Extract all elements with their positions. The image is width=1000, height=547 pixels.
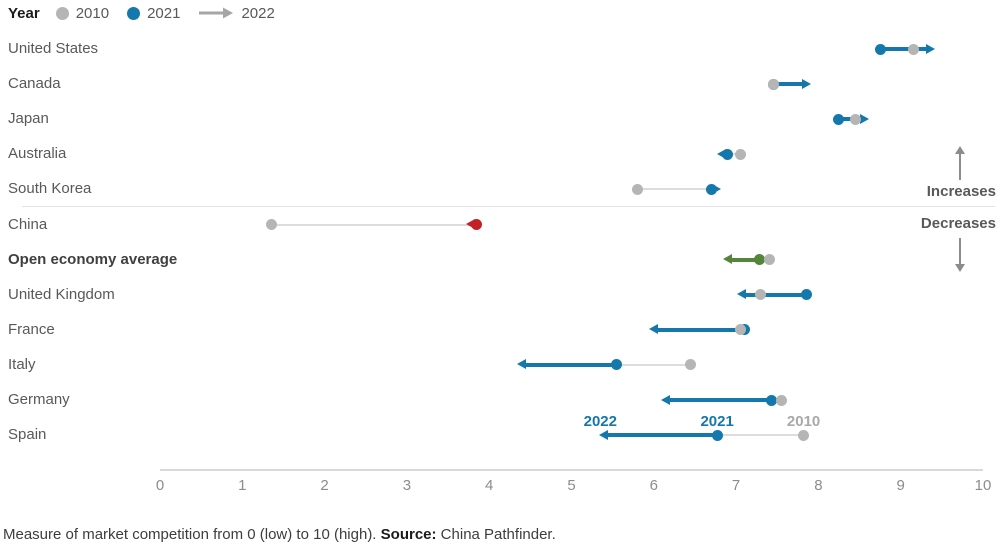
blue-dot-icon xyxy=(127,6,141,20)
up-arrowhead-icon xyxy=(955,146,965,154)
connector-2010-2021 xyxy=(616,363,691,366)
footer-source-label: Source: xyxy=(380,526,437,543)
left-arrowhead-icon xyxy=(465,219,475,229)
row-label: Spain xyxy=(8,426,47,444)
x-tick-label: 7 xyxy=(731,477,741,494)
change-arrow-line xyxy=(838,117,861,122)
down-arrowhead-icon xyxy=(955,264,965,272)
up-arrow-icon xyxy=(959,153,961,180)
dot-2021 xyxy=(753,254,765,266)
dot-2021 xyxy=(800,289,812,301)
change-arrow-line xyxy=(656,327,745,332)
change-arrow-line xyxy=(525,362,617,367)
left-arrowhead-icon xyxy=(722,254,732,265)
dot-2010 xyxy=(767,78,779,90)
x-tick-label: 0 xyxy=(155,477,165,494)
left-arrowhead-icon xyxy=(517,359,526,370)
legend-item-2021: 2021 xyxy=(127,5,180,22)
row-label: Germany xyxy=(8,391,70,408)
x-tick-label: 2 xyxy=(320,477,329,494)
dot-2021 xyxy=(765,394,777,406)
x-tick-label: 8 xyxy=(814,477,823,494)
increase-decrease-divider xyxy=(22,206,995,207)
dot-2010 xyxy=(755,289,767,301)
dot-2010 xyxy=(631,183,643,195)
right-arrow-icon xyxy=(199,7,234,19)
dot-2021 xyxy=(833,113,845,125)
row-label: China xyxy=(8,215,48,233)
connector-2010-2021 xyxy=(727,153,741,156)
change-arrow-line xyxy=(880,47,927,51)
dot-2010 xyxy=(265,219,277,230)
row-label: France xyxy=(8,320,55,338)
left-arrowhead-icon xyxy=(599,429,609,440)
legend-item-label: 2021 xyxy=(147,4,181,22)
point-label-2021: 2021 xyxy=(700,413,734,431)
legend-item-2010: 2010 xyxy=(55,4,110,22)
change-arrow-line xyxy=(744,292,807,297)
dot-2021 xyxy=(874,43,886,55)
change-arrow-line xyxy=(730,257,760,262)
dot-2010 xyxy=(849,113,861,125)
legend: Year 2010 2021 2022 xyxy=(8,2,293,24)
left-arrowhead-icon xyxy=(661,394,671,405)
x-tick-label: 3 xyxy=(402,477,412,494)
dot-2010 xyxy=(763,254,775,266)
x-tick-label: 10 xyxy=(974,477,992,494)
dot-2010 xyxy=(685,359,697,371)
legend-item-label: 2010 xyxy=(75,4,110,22)
legend-item-2022: 2022 xyxy=(198,4,275,22)
row-label: Japan xyxy=(8,110,49,128)
x-tick-label: 4 xyxy=(485,477,494,494)
left-arrowhead-icon xyxy=(736,289,746,300)
row-label: Open economy average xyxy=(8,250,178,268)
point-label-2010: 2010 xyxy=(786,413,821,431)
x-tick-label: 9 xyxy=(896,477,905,494)
row-label: Italy xyxy=(8,355,36,373)
decreases-annotation: Decreases xyxy=(920,215,996,232)
x-tick-label: 6 xyxy=(649,477,658,494)
row-label: South Korea xyxy=(8,180,92,198)
change-arrow-line xyxy=(607,433,718,438)
change-arrow-line xyxy=(669,398,772,402)
right-arrowhead-icon xyxy=(925,43,935,54)
point-label-2022: 2022 xyxy=(583,413,617,431)
row-label: Australia xyxy=(8,145,67,163)
row-label: United Kingdom xyxy=(8,285,115,303)
increases-annotation: Increases xyxy=(926,183,996,200)
dot-2010 xyxy=(907,43,919,55)
row-label: United States xyxy=(8,40,99,57)
left-arrowhead-icon xyxy=(648,324,658,335)
dot-2010 xyxy=(798,429,810,441)
x-tick-label: 1 xyxy=(238,477,247,494)
connector-2010-2021 xyxy=(271,223,477,226)
connector-2010-2021 xyxy=(637,188,712,191)
legend-title: Year xyxy=(8,4,40,22)
footer-source-text: China Pathfinder. xyxy=(436,526,556,543)
change-arrow-line xyxy=(773,82,804,87)
connector-2010-2021 xyxy=(717,434,804,437)
dot-2021 xyxy=(471,219,483,230)
dot-2010 xyxy=(734,324,746,336)
x-tick-label: 5 xyxy=(567,477,576,494)
dot-2021 xyxy=(611,359,623,371)
dot-2021 xyxy=(705,183,717,195)
row-label: Canada xyxy=(8,75,61,93)
legend-item-label: 2022 xyxy=(241,4,275,22)
footer-text: Measure of market competition from 0 (lo… xyxy=(3,526,381,543)
dot-2010 xyxy=(775,394,787,406)
gray-dot-icon xyxy=(55,6,69,20)
footer-note: Measure of market competition from 0 (lo… xyxy=(3,526,556,543)
dot-2010 xyxy=(734,148,746,160)
dot-2021 xyxy=(722,148,734,160)
x-axis-line xyxy=(160,469,983,471)
right-arrowhead-icon xyxy=(802,78,812,89)
right-arrowhead-icon xyxy=(859,113,869,124)
down-arrow-icon xyxy=(959,238,961,265)
dot-2021 xyxy=(711,429,723,441)
left-arrowhead-icon xyxy=(716,148,726,159)
